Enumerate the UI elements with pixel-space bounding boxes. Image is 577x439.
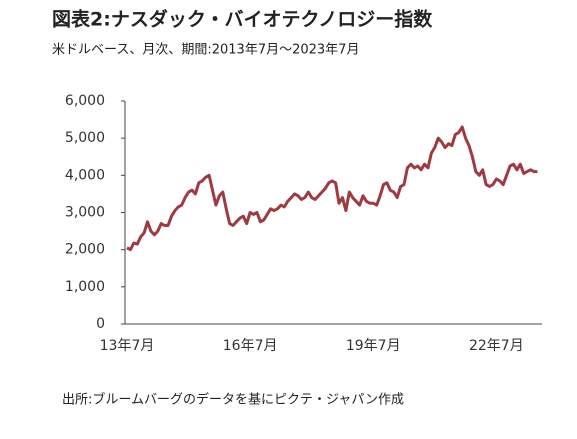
y-tick-label: 2,000 [65, 242, 105, 258]
chart-title: 図表2:ナスダック・バイオテクノロジー指数 [52, 8, 433, 31]
chart-subtitle: 米ドルベース、月次、期間:2013年7月～2023年7月 [52, 42, 359, 58]
series-line [126, 125, 538, 252]
y-tick-label: 4,000 [65, 167, 105, 183]
source-note: 出所:ブルームバーグのデータを基にピクテ・ジャパン作成 [62, 392, 404, 408]
y-tick-label: 0 [96, 316, 105, 332]
y-tick-label: 6,000 [65, 93, 105, 109]
x-tick-label: 22年7月 [469, 338, 524, 354]
x-tick-label: 19年7月 [346, 338, 401, 354]
y-tick-label: 1,000 [65, 279, 105, 295]
y-tick-label: 5,000 [65, 130, 105, 146]
x-tick-label: 13年7月 [100, 338, 155, 354]
x-tick-label: 16年7月 [223, 338, 278, 354]
y-tick-label: 3,000 [65, 205, 105, 221]
